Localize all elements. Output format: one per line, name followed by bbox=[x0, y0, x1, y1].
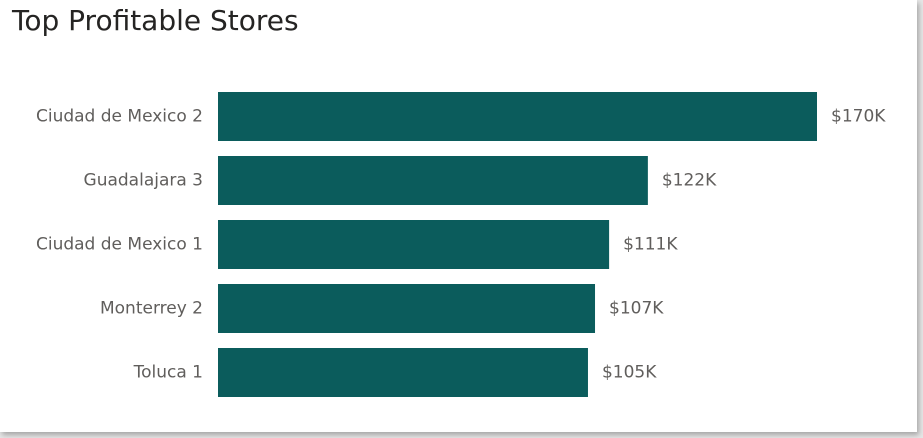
chart-title: Top Profitable Stores bbox=[12, 4, 299, 37]
bar[interactable] bbox=[218, 284, 596, 333]
bar[interactable] bbox=[218, 348, 588, 397]
bar[interactable] bbox=[218, 92, 817, 141]
category-label: Ciudad de Mexico 2 bbox=[36, 107, 203, 127]
bar[interactable] bbox=[218, 156, 648, 205]
category-label: Ciudad de Mexico 1 bbox=[36, 235, 203, 255]
chart-card: Top Profitable Stores Ciudad de Mexico 2… bbox=[0, 0, 917, 432]
data-label: $170K bbox=[831, 107, 886, 127]
category-label: Monterrey 2 bbox=[100, 299, 203, 319]
data-label: $105K bbox=[602, 363, 657, 383]
bar-chart: Ciudad de Mexico 2 $170K Guadalajara 3 $122… bbox=[36, 92, 886, 397]
category-label: Guadalajara 3 bbox=[84, 171, 203, 191]
category-label: Toluca 1 bbox=[133, 363, 203, 383]
bar[interactable] bbox=[218, 220, 610, 269]
data-label: $122K bbox=[662, 171, 717, 191]
data-label: $107K bbox=[609, 299, 664, 319]
data-label: $111K bbox=[623, 235, 678, 255]
